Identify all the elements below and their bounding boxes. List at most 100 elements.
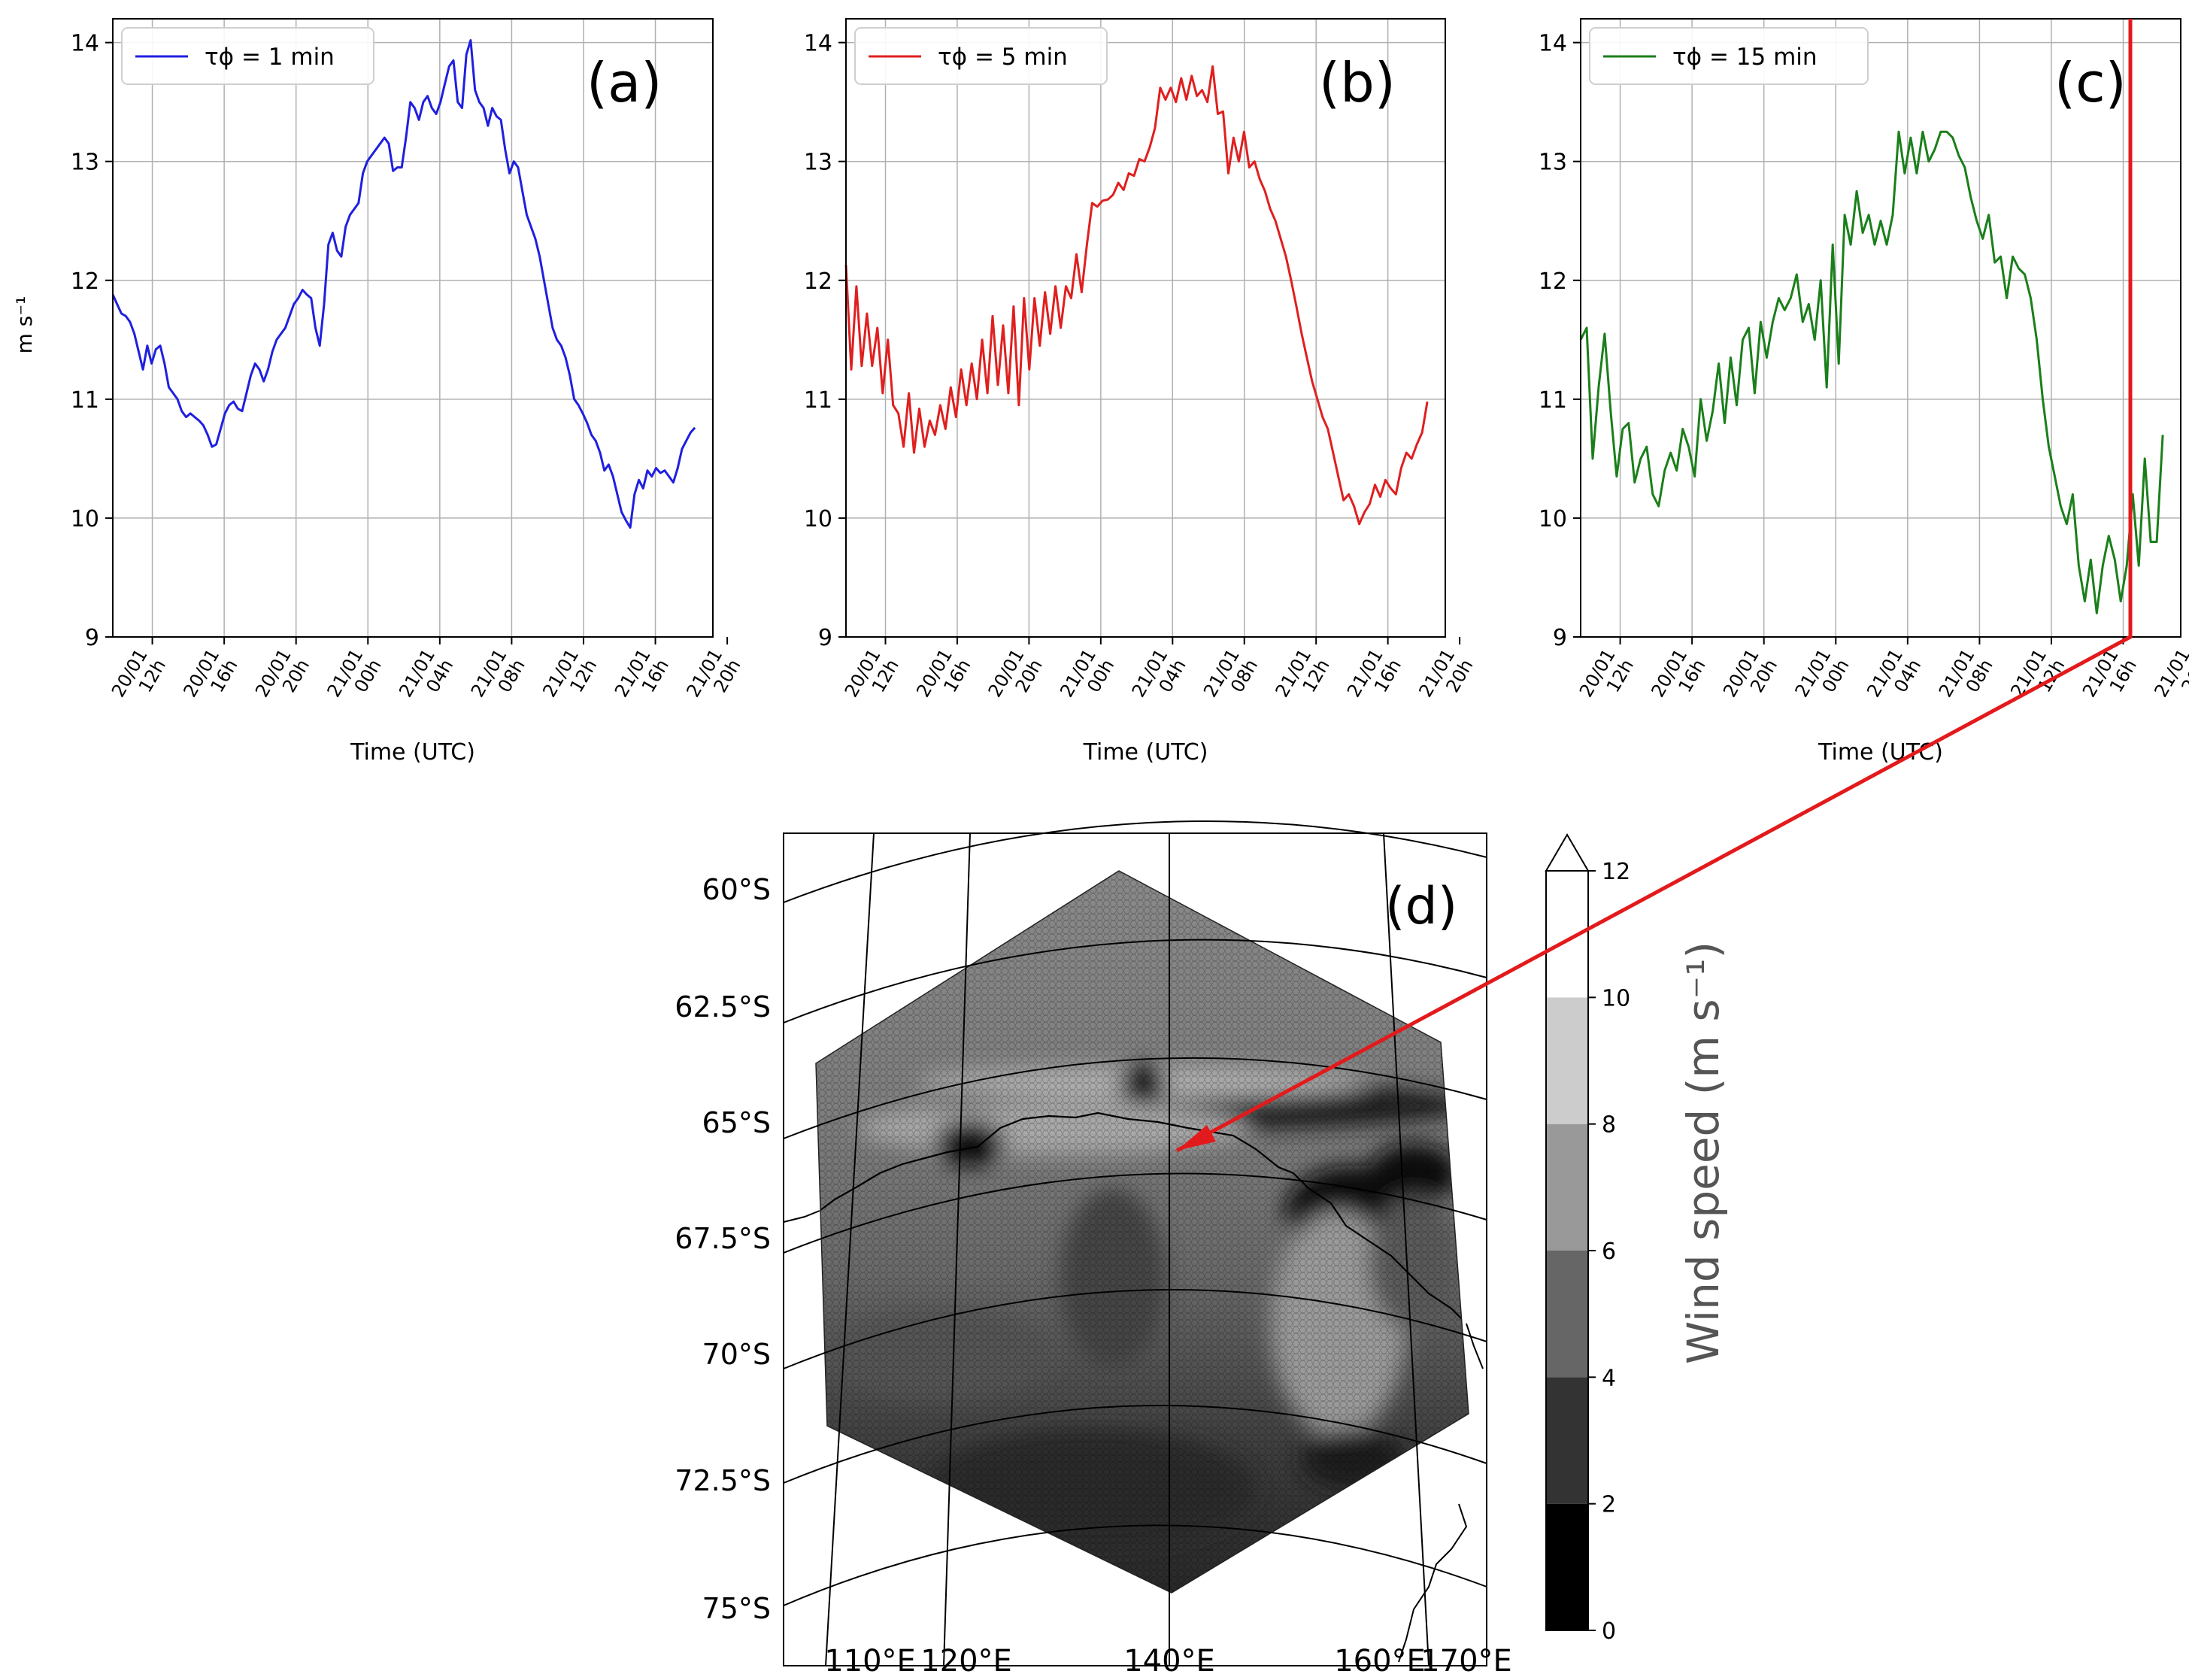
panel-label: (a) [587, 51, 662, 114]
annotation-arrowhead [1177, 1125, 1216, 1151]
y-tick-label: 9 [85, 625, 99, 651]
panel-label: (b) [1319, 51, 1396, 114]
colorbar-extend-max [1545, 833, 1590, 872]
lat-tick-label: 60°S [702, 873, 771, 906]
x-tick-label: 21/0112h [2006, 645, 2069, 711]
legend-box [121, 27, 374, 85]
y-tick-label: 14 [804, 31, 832, 57]
lon-tick-label: 160°E [1334, 1644, 1426, 1678]
legend-label: τϕ = 5 min [938, 44, 1068, 71]
x-tick-label: 21/0116h [1343, 645, 1405, 711]
annotation-arrow [1175, 19, 2133, 1153]
x-axis-label: Time (UTC) [1083, 739, 1208, 766]
legend-box [1589, 27, 1869, 85]
x-tick-label: 21/0100h [323, 645, 386, 711]
lat-tick-labels: 60°S 62.5°S 65°S 67.5°S 70°S 72.5°S 75°S [675, 873, 771, 1625]
colorbar-bin [1546, 1251, 1588, 1378]
x-tick-label: 21/0100h [1791, 645, 1854, 711]
y-tick-label: 10 [71, 506, 99, 532]
colorbar-bin [1546, 1124, 1588, 1251]
colorbar: 0 2 4 6 8 10 12 Wind speed (m s⁻¹) [1545, 833, 1729, 1645]
panel-label-d: (d) [1385, 877, 1457, 936]
y-tick-label: 11 [71, 387, 99, 414]
y-tick-label: 11 [1539, 387, 1567, 414]
domain-outline [815, 870, 1469, 1594]
y-tick-label: 14 [1539, 31, 1567, 57]
x-tick-label: 21/0120h [1414, 645, 1477, 711]
colorbar-bin [1546, 1503, 1588, 1630]
y-tick-label: 10 [1539, 506, 1567, 532]
series-line [844, 65, 1429, 526]
colorbar-tick-label: 2 [1602, 1492, 1616, 1518]
lon-tick-label: 110°E [824, 1644, 916, 1678]
x-tick-label: 20/0120h [984, 645, 1047, 711]
colorbar-tick-label: 12 [1602, 859, 1630, 885]
series-line [1579, 130, 2164, 614]
lat-tick-label: 72.5°S [675, 1464, 771, 1497]
colorbar-tick-label: 10 [1602, 985, 1630, 1011]
x-tick-label: 20/0116h [1647, 645, 1709, 711]
y-tick-label: 13 [804, 150, 832, 176]
legend-label: τϕ = 1 min [205, 44, 335, 71]
x-tick-label: 21/0104h [1863, 645, 1925, 711]
y-tick-label: 9 [818, 625, 832, 651]
x-tick-label: 21/0116h [611, 645, 673, 711]
y-tick-label: 11 [804, 387, 832, 414]
lon-tick-label: 120°E [920, 1644, 1012, 1678]
colorbar-bin [1546, 1377, 1588, 1504]
x-tick-label: 21/0116h [2078, 645, 2141, 711]
lat-tick-label: 67.5°S [675, 1222, 771, 1255]
y-tick-label: 10 [804, 506, 832, 532]
coastline-outer [783, 1210, 1484, 1663]
graticule [783, 820, 1487, 1666]
x-tick-label: 21/0112h [538, 645, 601, 711]
x-axis-label: Time (UTC) [1818, 739, 1943, 766]
legend-label: τϕ = 15 min [1672, 44, 1818, 71]
coastline [819, 1111, 1467, 1324]
colorbar-tick-label: 0 [1602, 1618, 1616, 1645]
x-tick-label: 20/0112h [1575, 645, 1638, 711]
x-tick-label: 20/0116h [179, 645, 241, 711]
plot-frame [112, 18, 714, 638]
x-tick-label: 21/0100h [1056, 645, 1118, 711]
y-tick-label: 12 [71, 268, 99, 295]
y-axis-label: m s⁻¹ [12, 296, 37, 354]
y-tick-label: 9 [1553, 625, 1567, 651]
y-tick-label: 14 [71, 31, 99, 57]
lat-tick-label: 70°S [702, 1338, 771, 1371]
x-tick-label: 21/0112h [1272, 645, 1334, 711]
plot-frame [1580, 18, 2181, 638]
x-axis-label: Time (UTC) [350, 739, 475, 766]
lat-tick-label: 62.5°S [675, 990, 771, 1023]
colorbar-tick-label: 8 [1602, 1112, 1616, 1139]
x-tick-label: 21/0120h [682, 645, 744, 711]
x-tick-label: 20/0112h [841, 645, 903, 711]
lat-tick-label: 75°S [702, 1592, 771, 1625]
x-tick-label: 21/0104h [1128, 645, 1190, 711]
x-tick-label: 21/0108h [1935, 645, 1997, 711]
legend-box [854, 27, 1108, 85]
x-tick-label: 20/0112h [108, 645, 170, 711]
colorbar-tick-label: 4 [1602, 1365, 1616, 1391]
series-line [111, 39, 696, 529]
lat-tick-label: 65°S [702, 1106, 771, 1139]
x-tick-label: 20/0116h [912, 645, 975, 711]
y-tick-label: 13 [71, 150, 99, 176]
annotation-line [1175, 19, 2133, 1153]
x-tick-label: 21/0108h [467, 645, 529, 711]
colorbar-tick-label: 6 [1602, 1239, 1616, 1265]
lon-tick-label: 140°E [1123, 1644, 1215, 1678]
x-tick-label: 21/0104h [395, 645, 457, 711]
y-tick-label: 12 [1539, 268, 1567, 295]
colorbar-bin [1546, 997, 1588, 1124]
plot-frame [845, 18, 1446, 638]
y-tick-label: 13 [1539, 150, 1567, 176]
x-tick-label: 21/0108h [1199, 645, 1262, 711]
x-tick-label: 20/0120h [1719, 645, 1781, 711]
map-panel: (d) 60°S 62.5°S 65°S 67.5°S 70°S 72.5°S 75°S 1… [675, 820, 1512, 1678]
